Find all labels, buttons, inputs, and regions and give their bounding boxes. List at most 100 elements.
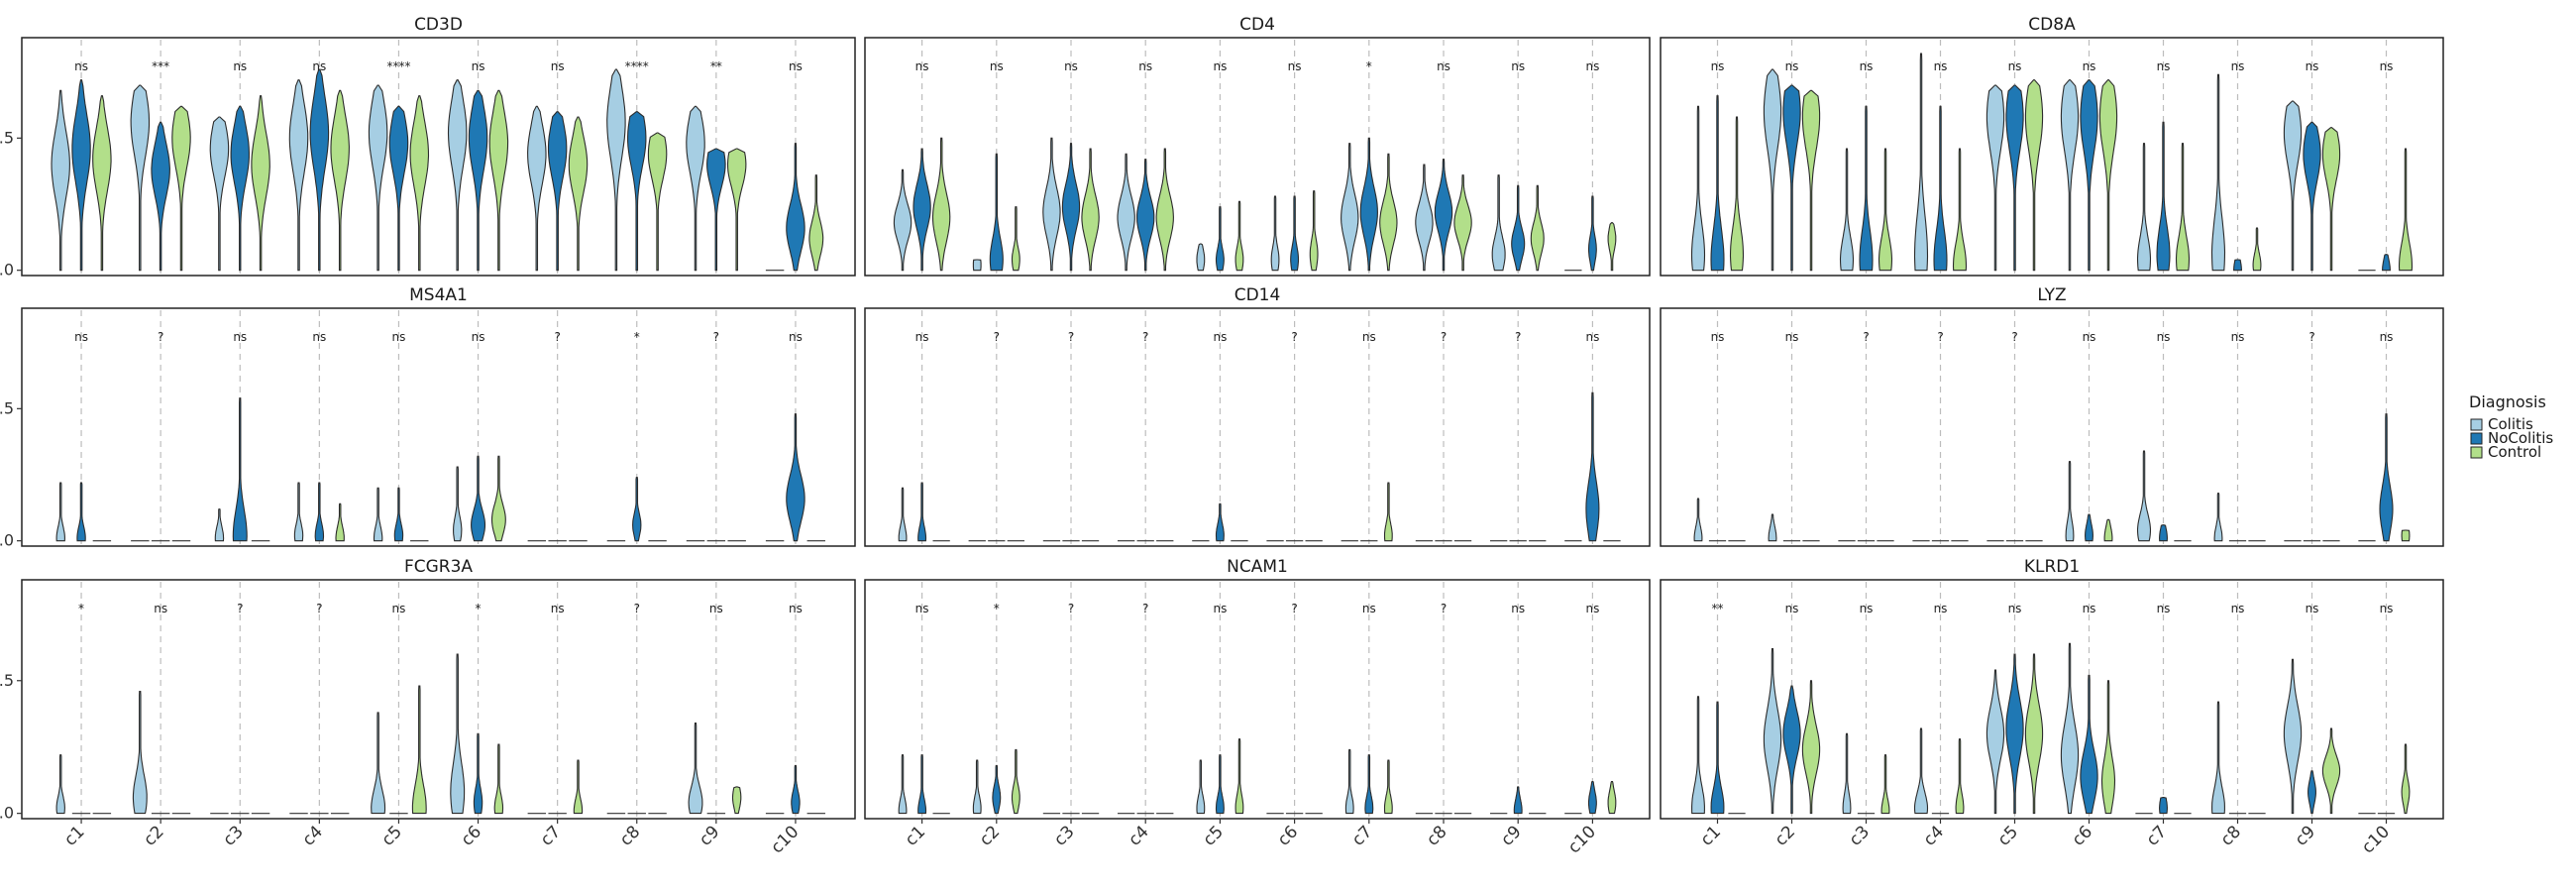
panel-title: MS4A1 bbox=[409, 285, 468, 305]
violin-c8-nocolitis bbox=[632, 477, 642, 542]
violin-c4-control bbox=[1955, 738, 1965, 815]
violin-c6-nocolitis bbox=[1290, 195, 1300, 272]
violin-c6-colitis bbox=[2065, 461, 2075, 542]
violin-c3-control bbox=[1880, 754, 1890, 815]
violin-c5-colitis bbox=[1196, 243, 1206, 272]
violin-c8-colitis bbox=[2211, 701, 2225, 815]
violin-c1-colitis bbox=[1690, 105, 1706, 272]
violin-c9-colitis bbox=[2283, 658, 2303, 815]
violin-c2-colitis bbox=[1763, 68, 1782, 272]
sig-label-c5: ns bbox=[2008, 59, 2022, 73]
violin-c10-control bbox=[2398, 148, 2414, 272]
violin-c5-colitis bbox=[1196, 759, 1206, 815]
violin-c1-control bbox=[92, 95, 112, 272]
violin-c1-colitis bbox=[55, 482, 65, 542]
violin-c7-control bbox=[573, 759, 584, 815]
violin-c2-colitis bbox=[130, 84, 151, 272]
sig-label-c3: ? bbox=[1068, 602, 1074, 615]
violin-c10-nocolitis bbox=[786, 143, 805, 272]
violin-c7-nocolitis bbox=[1359, 137, 1378, 272]
violin-c7-control bbox=[2175, 143, 2191, 272]
sig-label-c8: ? bbox=[634, 602, 640, 615]
violin-c4-colitis bbox=[1913, 727, 1929, 815]
sig-label-c3: ns bbox=[1860, 59, 1874, 73]
legend-swatch-colitis bbox=[2470, 418, 2483, 431]
violin-c2-control bbox=[171, 105, 191, 272]
x-tick-label-c9: c9 bbox=[2292, 822, 2319, 849]
violin-c6-colitis bbox=[2060, 642, 2080, 815]
violin-c2-control bbox=[1801, 680, 1821, 815]
sig-label-c4: ? bbox=[1142, 602, 1148, 615]
violin-c3-colitis bbox=[214, 508, 225, 542]
x-tick-label-c9: c9 bbox=[696, 822, 723, 849]
violin-c6-nocolitis bbox=[473, 732, 483, 815]
x-tick-label-c5: c5 bbox=[378, 822, 406, 849]
violin-c3-colitis bbox=[1042, 137, 1061, 272]
sig-label-c10: ns bbox=[2380, 602, 2394, 615]
violin-c8-colitis bbox=[2213, 493, 2223, 542]
sig-label-c9: ? bbox=[713, 330, 719, 344]
panel-title: NCAM1 bbox=[1227, 557, 1288, 577]
violin-c4-colitis bbox=[1117, 153, 1135, 272]
violin-c7-control bbox=[1383, 759, 1393, 815]
violin-c5-nocolitis bbox=[393, 487, 404, 542]
violin-c4-control bbox=[1155, 148, 1174, 272]
violin-c6-nocolitis bbox=[2080, 674, 2098, 815]
violin-c5-control bbox=[1234, 200, 1244, 272]
sig-label-c9: ? bbox=[1515, 330, 1521, 344]
x-tick-label-c7: c7 bbox=[1348, 822, 1376, 849]
violin-c1-nocolitis bbox=[912, 148, 931, 272]
violin-c6-colitis bbox=[450, 653, 466, 815]
panels-layer: CD3Dns***nsns****nsns******ns0.02.5CD4ns… bbox=[0, 15, 2444, 857]
sig-label-c9: ns bbox=[2306, 59, 2319, 73]
violin-c8-colitis bbox=[606, 68, 626, 272]
violin-c3-nocolitis bbox=[1061, 143, 1081, 272]
violin-c1-nocolitis bbox=[917, 754, 927, 815]
sig-label-c1: * bbox=[78, 602, 84, 615]
x-tick-label-c4: c4 bbox=[1125, 822, 1152, 849]
violin-c1-colitis bbox=[1693, 498, 1703, 542]
violin-c6-nocolitis bbox=[2080, 79, 2098, 272]
sig-label-c3: ? bbox=[1068, 330, 1074, 344]
sig-label-c2: ? bbox=[158, 330, 163, 344]
violin-c6-control bbox=[493, 743, 504, 815]
panel-border bbox=[864, 579, 1651, 820]
violin-c5-colitis bbox=[371, 712, 386, 815]
sig-label-c3: ? bbox=[237, 602, 243, 615]
violin-c4-control bbox=[335, 502, 345, 542]
x-tick-label-c3: c3 bbox=[1050, 822, 1078, 849]
violin-c3-nocolitis bbox=[232, 397, 248, 542]
x-tick-label-c2: c2 bbox=[140, 822, 167, 849]
violin-c6-control bbox=[1309, 190, 1319, 272]
sig-label-c1: ns bbox=[915, 602, 929, 615]
sig-label-c5: ns bbox=[2008, 602, 2022, 615]
sig-label-c4: ns bbox=[1934, 59, 1948, 73]
violin-c3-control bbox=[251, 95, 270, 272]
panel-border bbox=[21, 307, 856, 547]
violin-c5-colitis bbox=[1986, 669, 2005, 815]
violin-c2-nocolitis bbox=[151, 121, 170, 272]
legend-label-colitis: Colitis bbox=[2488, 415, 2533, 433]
panel-klrd1: KLRD1 ** ns ns ns ns ns ns ns ns ns c1 c2 c3 c4 c5 c6 c7 c… bbox=[1660, 557, 2444, 857]
x-tick-label-c6: c6 bbox=[2069, 822, 2096, 849]
violin-c3-colitis bbox=[209, 116, 230, 272]
sig-label-c7: ns bbox=[551, 59, 565, 73]
sig-label-c9: ns bbox=[1511, 602, 1525, 615]
violin-c4-nocolitis bbox=[1933, 105, 1948, 272]
panel-cd8a: CD8A ns ns ns ns ns ns ns ns ns ns bbox=[1660, 15, 2444, 277]
sig-label-c6: ns bbox=[472, 330, 485, 344]
sig-label-c5: ns bbox=[1213, 330, 1227, 344]
violin-c9-colitis bbox=[686, 105, 705, 272]
violin-c3-nocolitis bbox=[1859, 105, 1874, 272]
x-tick-label-c7: c7 bbox=[2143, 822, 2171, 849]
violin-c2-colitis bbox=[132, 690, 148, 815]
y-tick-label: 0.0 bbox=[0, 804, 14, 823]
sig-label-c8: ns bbox=[2231, 602, 2245, 615]
violin-c5-nocolitis bbox=[388, 105, 409, 272]
sig-label-c10: ns bbox=[2380, 330, 2394, 344]
violin-c6-nocolitis bbox=[471, 455, 486, 542]
violin-c8-colitis bbox=[2210, 73, 2226, 272]
violin-c6-colitis bbox=[453, 466, 463, 542]
violin-c10-nocolitis bbox=[2379, 413, 2394, 542]
violin-c5-nocolitis bbox=[1215, 754, 1225, 815]
